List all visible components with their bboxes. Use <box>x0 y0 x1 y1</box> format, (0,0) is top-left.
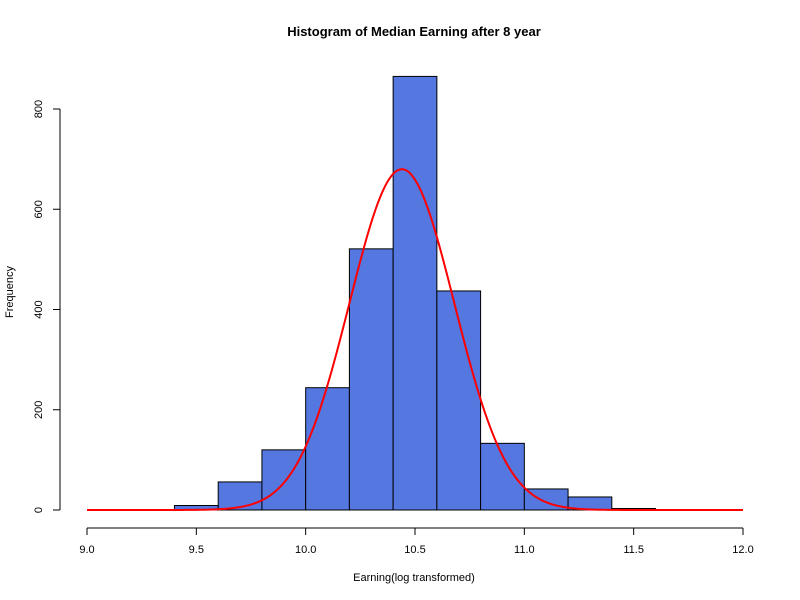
histogram-bar-6 <box>436 290 482 511</box>
histogram-bar-7 <box>480 442 525 511</box>
density-curve-group <box>87 168 743 511</box>
y-tick-label: 200 <box>33 401 45 419</box>
histogram-bar-5 <box>392 75 438 511</box>
x-axis-label: Earning(log transformed) <box>353 572 475 584</box>
y-tick-label: 0 <box>33 507 45 513</box>
y-tick-label: 600 <box>33 200 45 218</box>
x-tick-label: 9.5 <box>189 544 204 556</box>
bars-group <box>173 75 657 511</box>
x-tick-label: 11.5 <box>623 544 644 556</box>
x-tick-label: 11.0 <box>514 544 535 556</box>
histogram-bar-4 <box>348 248 394 511</box>
x-tick-label: 12.0 <box>732 544 753 556</box>
y-tick-label: 800 <box>33 100 45 118</box>
x-tick-label: 9.0 <box>79 544 94 556</box>
y-axis: 0 200 400 600 800 <box>33 100 61 513</box>
x-tick-label: 10.0 <box>295 544 316 556</box>
histogram-bar-3 <box>305 387 350 511</box>
y-axis-label: Frequency <box>4 266 16 318</box>
x-axis: 9.0 9.5 10.0 10.5 11.0 11.5 12.0 <box>79 527 754 556</box>
chart-title: Histogram of Median Earning after 8 year <box>287 24 541 39</box>
histogram-bar-1 <box>217 481 263 511</box>
y-tick-label: 400 <box>33 300 45 318</box>
x-tick-label: 10.5 <box>404 544 425 556</box>
density-curve-line <box>87 168 743 511</box>
